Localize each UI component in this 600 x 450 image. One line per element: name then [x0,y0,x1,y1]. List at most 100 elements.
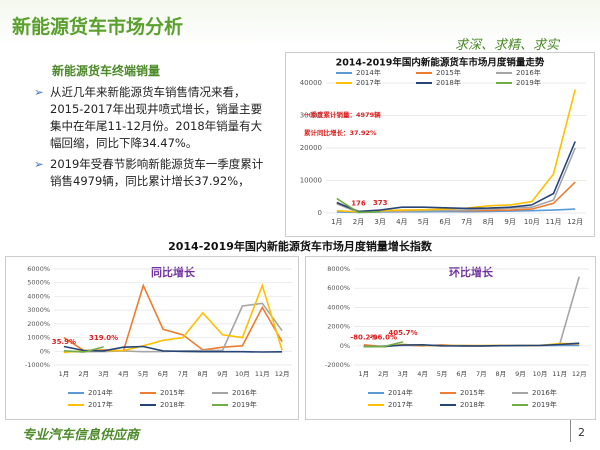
bullet-list: ➢ 从近几年来新能源货车销售情况来看，2015-2017年出现井喷式增长，销量主要… [34,84,266,190]
x-tick-label: 8月 [496,370,507,378]
bullet: ➢ 从近几年来新能源货车销售情况来看，2015-2017年出现井喷式增长，销量主要… [34,84,266,152]
y-tick-label: 0 [318,209,322,217]
chart-box: 同比增长 -1000% 0% 1000% 2000% 3000% 4000% 5000% 600… [5,256,299,420]
series-line [63,346,104,353]
y-tick-label: 6000% [327,284,350,292]
x-tick-label: 4月 [118,370,129,378]
legend-label: 2018年 [460,400,485,409]
page-divider [570,420,571,442]
chart-title: 环比增长 [449,265,494,279]
legend-label: 2017年 [356,78,381,87]
page-number: 2 [578,426,585,439]
legend-label: 2014年 [388,388,413,397]
series-line [363,341,404,348]
x-tick-label: 3月 [98,370,109,378]
x-tick-label: 10月 [533,370,548,378]
y-tick-label: 1000% [27,334,50,342]
series-line [63,302,283,353]
y-tick-label: 2000% [327,323,350,331]
x-tick-label: 12月 [572,370,587,378]
legend-label: 2019年 [532,400,557,409]
x-tick-label: 10月 [235,370,250,378]
growth-title: 2014-2019年国内新能源货车市场月度销量增长指数 [168,240,432,253]
x-tick-label: 9月 [217,370,228,378]
x-tick-label: 2月 [378,370,389,378]
y-tick-label: 30000 [300,112,322,120]
x-tick-label: 1月 [331,218,342,226]
y-tick-label: -1000% [25,361,50,369]
chart-box: 2014-2019年国内新能源货车市场月度销量走势 0 10000 20000 3000… [285,52,595,237]
bullet-icon: ➢ [34,85,44,99]
y-tick-label: 8000% [327,265,350,273]
chart: 环比增长 -2000% 0% 2000% 4000% 6000% 8000% 1月 2月 3月 4月… [325,265,589,409]
chart-title: 同比增长 [151,265,196,279]
x-tick-label: 11月 [552,370,567,378]
series-line [336,89,576,213]
annotation: 一季度累计销量：4979辆 [304,110,381,119]
x-tick-label: 10月 [524,218,540,226]
series-line [63,345,283,353]
x-tick-label: 11月 [546,218,562,226]
bullet-text: 2019年受春节影响新能源货车一季度累计销售4979辆，同比累计增长37.92%… [50,157,264,188]
legend-label: 2017年 [88,400,113,409]
y-tick-label: 4000% [27,292,50,300]
chart: 2014-2019年国内新能源货车市场月度销量走势 0 10000 20000 3000… [300,57,586,226]
x-tick-label: 4月 [396,218,407,226]
y-tick-label: 0% [40,347,50,355]
legend-label: 2017年 [388,400,413,409]
x-tick-label: 4月 [417,370,428,378]
legend-label: 2018年 [436,78,461,87]
slogan: 求深、求精、求实 [455,38,560,53]
x-tick-label: 6月 [158,370,169,378]
legend-label: 2019年 [232,400,257,409]
x-tick-label: 5月 [437,370,448,378]
x-tick-label: 2月 [78,370,89,378]
legend-label: 2014年 [356,68,381,77]
annotation: 累计同比增长：37.92% [304,128,377,137]
x-tick-label: 11月 [255,370,270,378]
bullet: ➢ 2019年受春节影响新能源货车一季度累计销售4979辆，同比累计增长37.92… [34,156,266,190]
data-label: 176 [351,199,366,207]
data-label: 319.0% [89,334,118,342]
data-label: 35.9% [52,338,76,346]
data-label: -80.2% [350,334,377,342]
x-tick-label: 1月 [358,370,369,378]
y-tick-label: 6000% [27,265,50,273]
legend-label: 2015年 [160,388,185,397]
section-heading: 新能源货车终端销量 [52,64,161,78]
footer-text: 专业汽车信息供应商 [22,428,140,443]
x-tick-label: 5月 [418,218,429,226]
series-line [336,141,576,213]
header-band [0,0,600,46]
chart-box: 环比增长 -2000% 0% 2000% 4000% 6000% 8000% 1月 2月 3月 4月… [305,256,596,420]
x-tick-label: 7月 [461,218,472,226]
series-line [363,342,580,348]
x-tick-label: 9月 [504,218,515,226]
y-tick-label: 5000% [27,279,50,287]
slide-title: 新能源货车市场分析 [12,16,184,38]
x-tick-label: 6月 [439,218,450,226]
legend-label: 2016年 [532,388,557,397]
series-line [63,283,283,354]
y-tick-label: 10000 [300,177,322,185]
x-tick-label: 1月 [59,370,70,378]
legend-label: 2015年 [460,388,485,397]
y-tick-label: 4000% [327,303,350,311]
x-tick-label: 12月 [275,370,290,378]
x-tick-label: 8月 [197,370,208,378]
chart-title: 2014-2019年国内新能源货车市场月度销量走势 [336,57,545,69]
x-tick-label: 12月 [567,218,583,226]
y-tick-label: 20000 [300,144,322,152]
chart: 同比增长 -1000% 0% 1000% 2000% 3000% 4000% 5000% 600… [25,265,292,409]
x-tick-label: 7月 [178,370,189,378]
x-tick-label: 3月 [398,370,409,378]
y-tick-label: 40000 [300,79,322,87]
y-tick-label: 3000% [27,306,50,314]
x-tick-label: 2月 [353,218,364,226]
y-tick-label: 2000% [27,320,50,328]
x-tick-label: 3月 [374,218,385,226]
legend-label: 2014年 [88,388,113,397]
data-label: 373 [373,199,388,207]
bullet-text: 从近几年来新能源货车销售情况来看，2015-2017年出现井喷式增长，销量主要集… [50,85,263,150]
